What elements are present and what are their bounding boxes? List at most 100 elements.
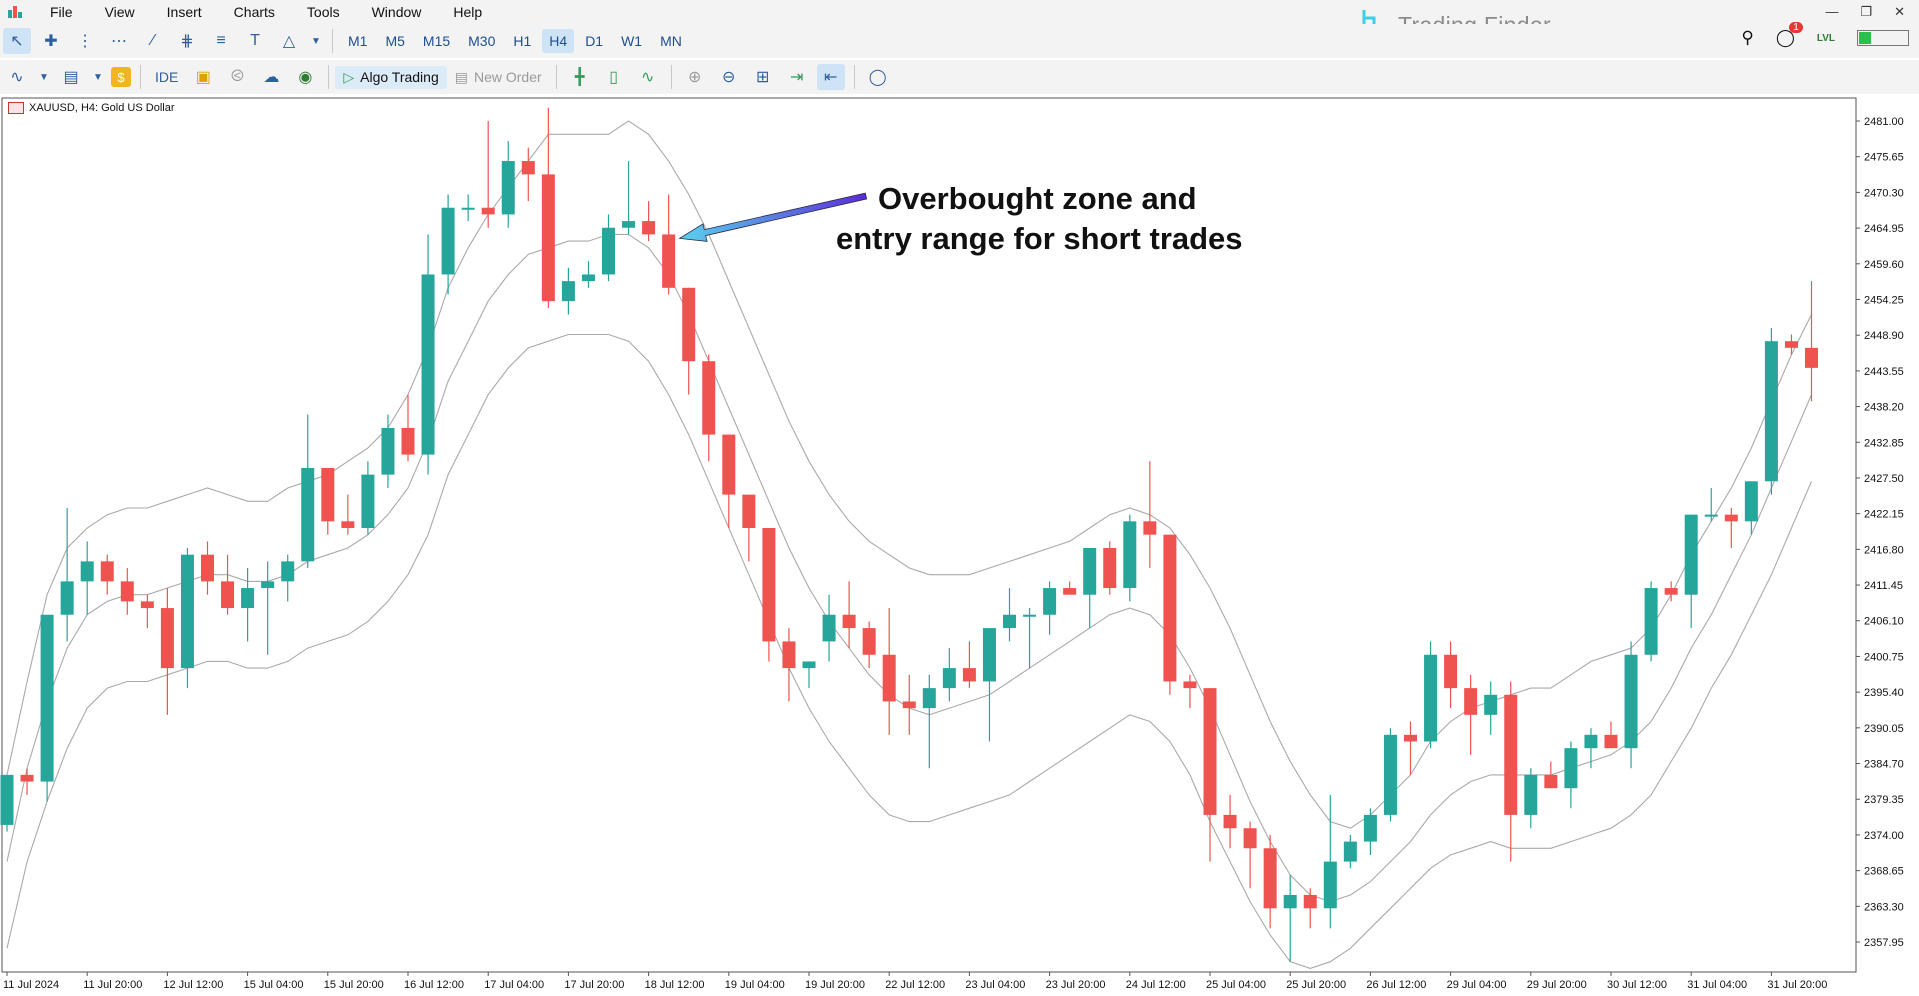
candle-body	[100, 561, 114, 582]
shapes-tool-icon[interactable]: △	[282, 33, 296, 50]
x-tick-label: 11 Jul 20:00	[83, 979, 142, 991]
candle-body	[421, 274, 435, 455]
candle-body	[201, 554, 214, 582]
restore-icon[interactable]: ❐	[1860, 4, 1873, 19]
menu-insert[interactable]: Insert	[166, 4, 202, 20]
y-tick-label: 2464.95	[1864, 223, 1904, 235]
market-icon[interactable]: ▣	[195, 69, 211, 86]
menu-file[interactable]: File	[50, 4, 73, 20]
menu-charts[interactable]: Charts	[233, 4, 275, 20]
ide-button[interactable]: IDE	[155, 69, 179, 85]
candle-body	[1383, 734, 1397, 815]
vps-icon[interactable]: ◉	[298, 69, 313, 86]
candle-body	[982, 628, 996, 682]
zoom-out-icon[interactable]: ⊖	[721, 69, 736, 86]
candle-body	[622, 221, 636, 228]
toolbar-divider	[853, 65, 855, 89]
close-icon[interactable]: ✕	[1894, 4, 1905, 19]
y-tick-label: 2374.00	[1864, 830, 1904, 842]
candle-body	[120, 581, 134, 602]
x-tick-label: 15 Jul 04:00	[244, 979, 304, 991]
chevron-down-icon[interactable]: ▼	[93, 71, 103, 83]
candle-body	[1103, 548, 1117, 589]
chevron-down-icon[interactable]: ▼	[39, 71, 49, 83]
menu-help[interactable]: Help	[453, 4, 483, 20]
candle-body	[1704, 514, 1718, 517]
candle-body	[1143, 521, 1157, 535]
algo-trading-button[interactable]: ▷ Algo Trading	[335, 65, 447, 89]
candle-body	[942, 668, 956, 689]
candle-body	[581, 274, 595, 282]
candle-body	[802, 661, 816, 669]
candle-body	[60, 581, 74, 615]
candle-body	[762, 527, 776, 642]
candlestick-chart-icon[interactable]: ▯	[609, 69, 619, 86]
candle-body	[1283, 894, 1297, 909]
timeframe-m5[interactable]: M5	[385, 33, 405, 49]
timeframe-m1[interactable]: M1	[348, 33, 368, 49]
x-tick-label: 18 Jul 12:00	[645, 979, 705, 991]
timeframe-h1[interactable]: H1	[513, 33, 532, 49]
chat-icon[interactable]: ◯ 1	[1776, 22, 1803, 48]
line-chart-type-icon[interactable]: ∿	[640, 69, 655, 86]
channel-tool-icon[interactable]: ⋕	[180, 33, 194, 50]
trendline-tool-icon[interactable]: ∕	[151, 32, 155, 49]
zoom-in-icon[interactable]: ⊕	[687, 69, 702, 86]
chart-shift-icon[interactable]: ⇤	[816, 64, 845, 90]
horizontal-line-tool-icon[interactable]: ⋯	[111, 33, 127, 50]
y-tick-label: 2459.60	[1864, 259, 1904, 271]
minimize-icon[interactable]: —	[1825, 4, 1839, 19]
candle-body	[682, 287, 696, 362]
play-icon: ▷	[343, 68, 355, 85]
menu-tools[interactable]: Tools	[306, 4, 340, 20]
dollar-icon[interactable]: $	[111, 67, 131, 87]
annotation-arrow	[678, 192, 868, 242]
candle-body	[1544, 774, 1558, 789]
auto-scroll-icon[interactable]: ⇥	[789, 69, 804, 86]
chart-window-icon	[8, 102, 24, 114]
candle-body	[1203, 688, 1217, 815]
app-icon	[8, 6, 22, 18]
lvl-signal-icon[interactable]: LVL	[1816, 32, 1835, 44]
fibonacci-tool-icon[interactable]: ≡	[216, 32, 226, 49]
menu-view[interactable]: View	[104, 4, 135, 20]
new-order-button[interactable]: ▤ New Order	[447, 66, 550, 89]
bar-chart-icon[interactable]: ╋	[574, 69, 585, 86]
x-tick-label: 19 Jul 20:00	[805, 979, 865, 991]
chevron-down-icon[interactable]: ▼	[311, 35, 321, 47]
candle-body	[1083, 548, 1097, 595]
cursor-tool-icon[interactable]: ↖	[3, 28, 31, 54]
chart-type-icon[interactable]: ▤	[63, 69, 79, 86]
timeframe-w1[interactable]: W1	[621, 33, 643, 49]
price-chart[interactable]: 2481.00 2475.65 2470.30 2464.95 2459.60 2454.…	[0, 96, 1919, 996]
annotation-line-1: Overbought zone and	[878, 181, 1197, 216]
candle-body	[0, 774, 14, 825]
timeframe-m15[interactable]: M15	[422, 33, 451, 49]
candle-body	[882, 654, 896, 702]
timeframe-m30[interactable]: M30	[468, 33, 496, 49]
candle-body	[902, 701, 916, 709]
search-icon[interactable]: ⚲	[1741, 28, 1754, 47]
new-order-label: New Order	[473, 69, 542, 85]
signals-icon[interactable]: ⧀	[230, 68, 244, 85]
cloud-icon[interactable]: ☁	[263, 69, 280, 86]
crosshair-tool-icon[interactable]: ✚	[44, 33, 58, 50]
window-controls: — ❐ ✕	[1825, 4, 1905, 20]
menu-bar: File View Insert Charts Tools Window Hel…	[0, 0, 1919, 24]
timeframe-h4[interactable]: H4	[542, 29, 575, 53]
candle-body	[1043, 588, 1057, 615]
text-tool-icon[interactable]: T	[250, 32, 260, 49]
timeframe-mn[interactable]: MN	[660, 33, 682, 49]
toolbar-divider	[328, 65, 330, 89]
candle-body	[1363, 814, 1377, 842]
vertical-line-tool-icon[interactable]: ⋮	[77, 33, 93, 50]
candle-body	[1323, 861, 1337, 909]
candle-body	[1343, 841, 1357, 862]
line-chart-icon[interactable]: ∿	[10, 69, 24, 86]
menu-window[interactable]: Window	[371, 4, 422, 20]
timeframe-d1[interactable]: D1	[585, 33, 604, 49]
tile-windows-icon[interactable]: ⊞	[755, 69, 770, 86]
candle-body	[381, 427, 395, 475]
algo-trading-label: Algo Trading	[360, 69, 439, 85]
screenshot-icon[interactable]: ◯	[868, 69, 887, 86]
